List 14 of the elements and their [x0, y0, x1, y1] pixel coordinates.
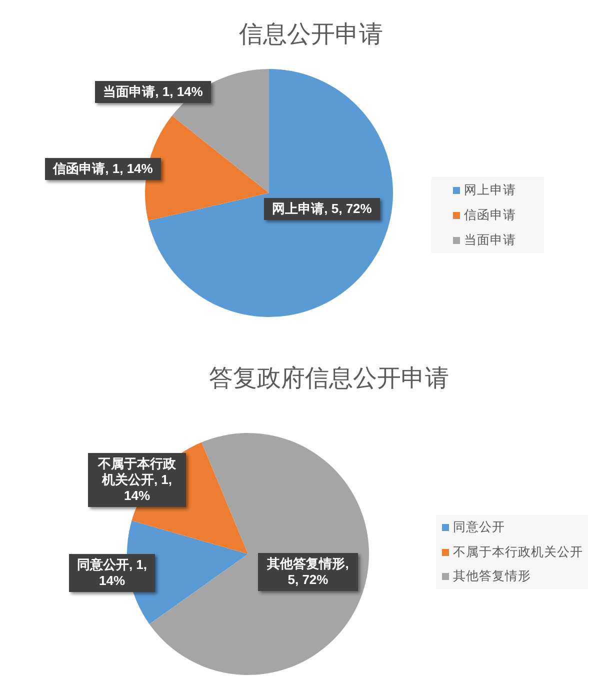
data-label: 当面申请, 1, 14% [95, 81, 211, 103]
chart-title: 信息公开申请 [239, 20, 383, 50]
legend-label: 网上申请 [464, 182, 516, 198]
legend-label: 其他答复情形 [453, 568, 531, 586]
data-label: 信函申请, 1, 14% [45, 158, 161, 180]
chart-title: 答复政府信息公开申请 [209, 364, 449, 394]
legend-label: 信函申请 [464, 206, 516, 224]
data-label: 网上申请, 5, 72% [264, 198, 380, 220]
data-label: 同意公开, 1, 14% [69, 554, 155, 592]
data-label: 不属于本行政机关公开, 1, 14% [88, 453, 186, 507]
legend-label: 同意公开 [453, 518, 505, 536]
legend-label: 不属于本行政机关公开 [453, 544, 583, 560]
data-label: 其他答复情形, 5, 72% [258, 553, 358, 591]
legend-label: 当面申请 [464, 232, 516, 248]
